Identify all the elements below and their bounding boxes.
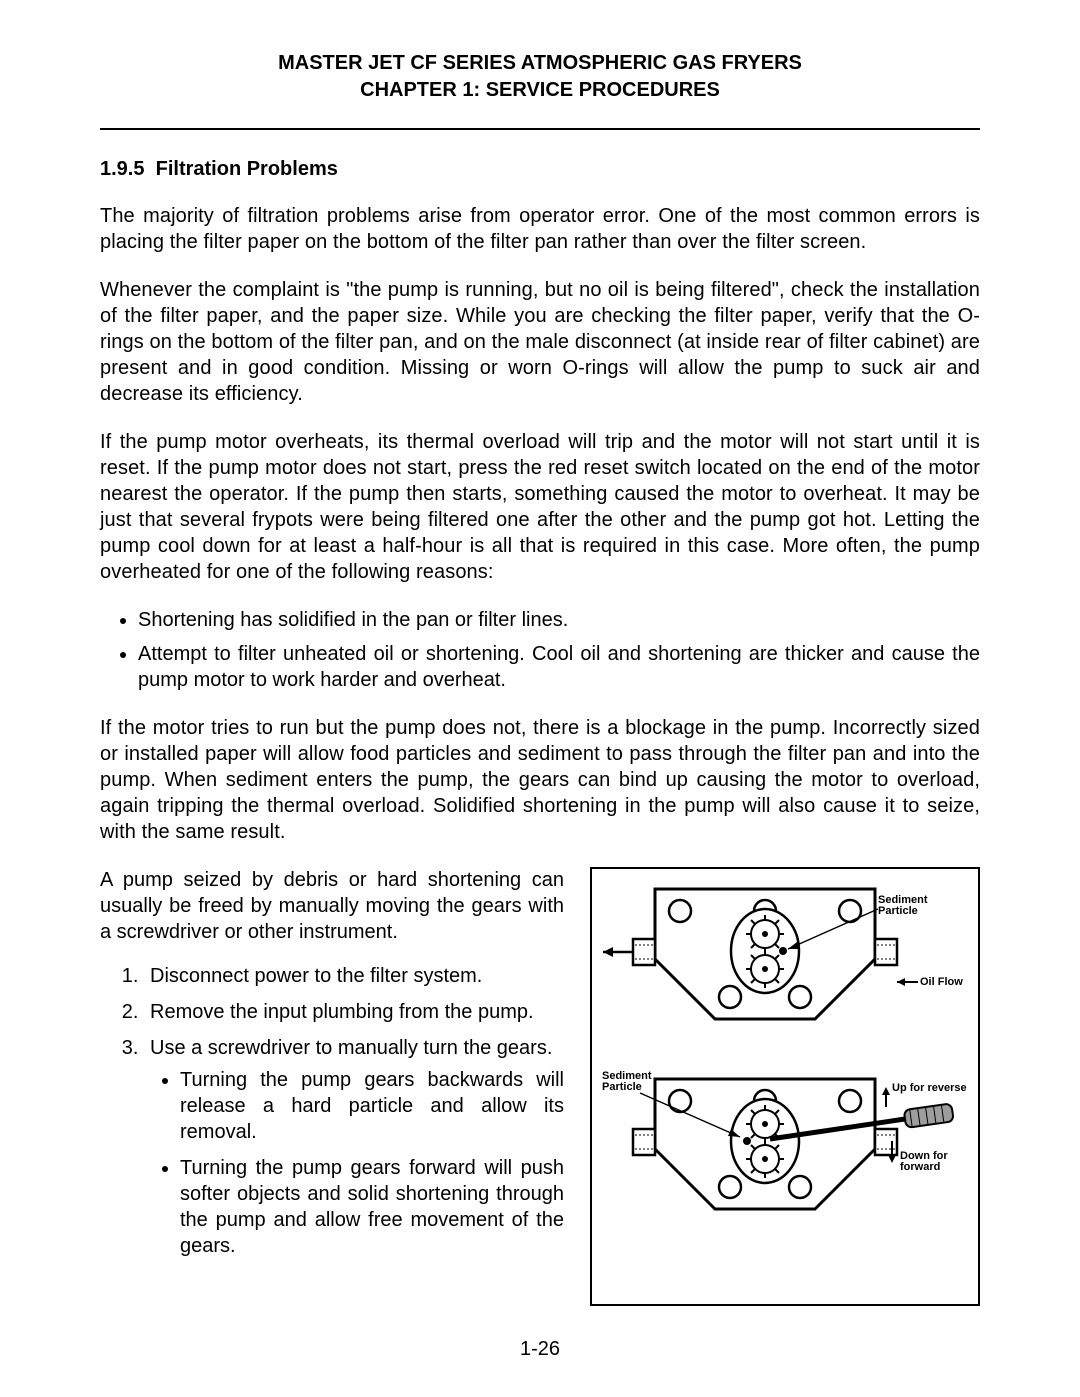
list-item: Turning the pump gears forward will push… [180, 1155, 564, 1259]
pump-diagram: Oil Flow Sediment Particle [600, 879, 970, 1289]
two-column-region: A pump seized by debris or hard shorteni… [100, 867, 980, 1306]
label-sediment-top: Sediment Particle [878, 894, 931, 917]
step-3-text: Use a screwdriver to manually turn the g… [150, 1037, 552, 1059]
list-item: Turning the pump gears backwards will re… [180, 1067, 564, 1145]
label-oil-flow: Oil Flow [920, 976, 963, 988]
list-item: Use a screwdriver to manually turn the g… [144, 1035, 564, 1259]
paragraph-3: If the pump motor overheats, its thermal… [100, 429, 980, 585]
list-item: Disconnect power to the filter system. [144, 963, 564, 989]
page-header: MASTER JET CF SERIES ATMOSPHERIC GAS FRY… [100, 50, 980, 104]
section-heading: 1.9.5 Filtration Problems [100, 158, 980, 181]
header-rule [100, 128, 980, 130]
label-up-reverse: Up for reverse [892, 1082, 967, 1094]
header-line-1: MASTER JET CF SERIES ATMOSPHERIC GAS FRY… [100, 50, 980, 77]
label-sediment-bottom: Sediment Particle [602, 1070, 655, 1093]
list-item: Attempt to filter unheated oil or shorte… [138, 641, 980, 693]
list-item: Remove the input plumbing from the pump. [144, 999, 564, 1025]
reasons-list: Shortening has solidified in the pan or … [100, 607, 980, 693]
step-3-sublist: Turning the pump gears backwards will re… [150, 1067, 564, 1259]
page: MASTER JET CF SERIES ATMOSPHERIC GAS FRY… [0, 0, 1080, 1397]
list-item: Shortening has solidified in the pan or … [138, 607, 980, 633]
paragraph-5: A pump seized by debris or hard shorteni… [100, 867, 564, 945]
page-number: 1-26 [0, 1338, 1080, 1361]
left-column: A pump seized by debris or hard shorteni… [100, 867, 564, 1269]
section-number: 1.9.5 [100, 158, 144, 180]
paragraph-1: The majority of filtration problems aris… [100, 203, 980, 255]
header-line-2: CHAPTER 1: SERVICE PROCEDURES [100, 77, 980, 104]
label-down-forward: Down for forward [900, 1150, 951, 1173]
paragraph-4: If the motor tries to run but the pump d… [100, 715, 980, 845]
paragraph-2: Whenever the complaint is "the pump is r… [100, 277, 980, 407]
pump-diagram-panel: Oil Flow Sediment Particle [590, 867, 980, 1306]
section-title: Filtration Problems [156, 158, 338, 180]
steps-list: Disconnect power to the filter system. R… [100, 963, 564, 1259]
